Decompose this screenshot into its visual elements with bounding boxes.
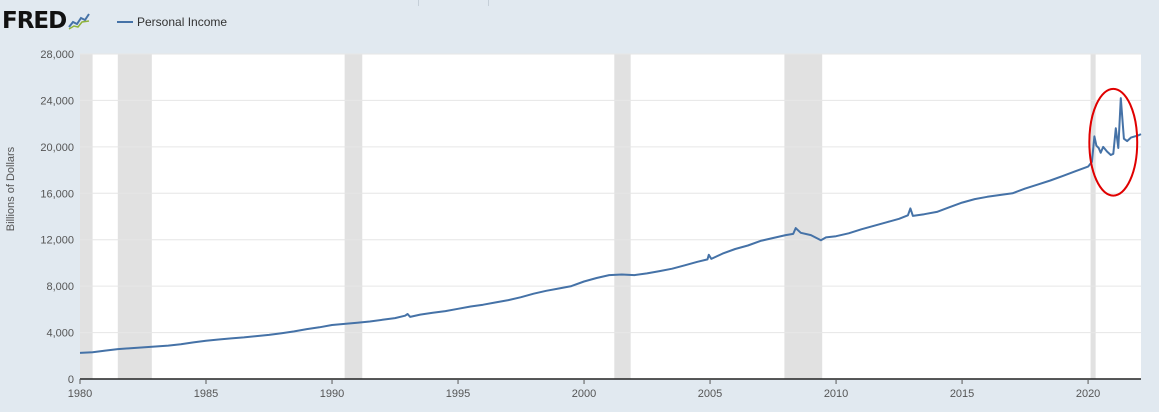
x-tick-label: 1980 [68, 388, 92, 400]
x-tick-label: 2010 [824, 388, 848, 400]
x-tick-label: 2000 [572, 388, 596, 400]
fred-logo[interactable]: FRED [2, 8, 91, 34]
y-tick-label: 0 [68, 374, 74, 386]
recession-band [344, 54, 363, 379]
y-tick-label: 8,000 [46, 281, 74, 293]
series-line-personal-income [79, 97, 1142, 354]
x-tick-label: 1985 [194, 388, 218, 400]
recession-band [784, 54, 823, 379]
chart-header: FRED Personal Income [0, 0, 1159, 44]
x-tick-label: 2005 [698, 388, 722, 400]
y-tick-label: 28,000 [40, 49, 74, 61]
x-tick-label: 1995 [446, 388, 470, 400]
fred-logo-text: FRED [2, 8, 67, 34]
y-tick-label: 24,000 [40, 95, 74, 107]
top-divider [488, 0, 489, 6]
recession-band [1090, 54, 1096, 379]
recession-band [117, 54, 152, 379]
y-axis-title: Billions of Dollars [5, 146, 17, 231]
x-tick-label: 2015 [950, 388, 974, 400]
top-divider [418, 0, 419, 6]
line-graph-icon [68, 12, 91, 30]
plot-area [80, 54, 1141, 379]
y-axis-title-box: Billions of Dollars [5, 146, 17, 231]
annotation-circle [1088, 87, 1139, 197]
legend-label: Personal Income [137, 15, 228, 29]
x-tick-label: 1990 [320, 388, 344, 400]
legend-swatch [117, 21, 133, 23]
x-tick-label: 2020 [1076, 388, 1100, 400]
chart[interactable]: 0 4,000 8,000 12,000 16,000 20,000 24,000 28,00… [0, 44, 1159, 412]
y-tick-label: 4,000 [46, 328, 74, 340]
y-tick-label: 16,000 [40, 188, 74, 200]
y-tick-label: 12,000 [40, 235, 74, 247]
recession-band [614, 54, 631, 379]
y-tick-label: 20,000 [40, 142, 74, 154]
legend: Personal Income [117, 15, 227, 29]
recession-band [80, 54, 93, 379]
